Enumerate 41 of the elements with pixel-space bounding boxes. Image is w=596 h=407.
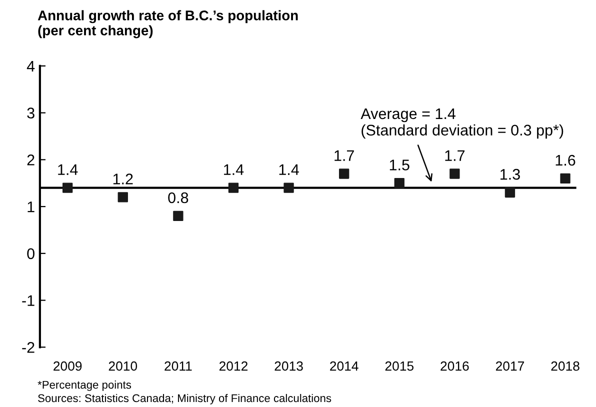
source-note: Sources: Statistics Canada; Ministry of Finance calculations [38, 394, 332, 404]
x-tick-label: 2015 [385, 361, 414, 371]
point [338, 168, 350, 179]
x-tick-label: 2017 [496, 361, 524, 371]
point [228, 182, 239, 193]
x-tick-label: 2013 [274, 361, 303, 371]
data-label: 1.7 [334, 150, 354, 161]
point [62, 182, 73, 193]
data-label: 1.3 [500, 168, 520, 180]
point [504, 187, 516, 198]
point [450, 168, 460, 179]
x-tick-label: 2014 [330, 361, 358, 371]
y-tick-label: 0 [27, 248, 34, 260]
y-tick-label: 1 [28, 202, 34, 212]
data-label: 1.7 [445, 150, 465, 161]
y-tick-label: 3 [27, 108, 34, 118]
y-tick-label: -1 [22, 295, 34, 306]
point [284, 182, 294, 193]
ref-line-label: Average = 1.4 (Standard deviation = 0.3 pp*) [360, 108, 564, 139]
data-label: 1.6 [556, 154, 576, 166]
chart-title: Annual growth rate of B.C.’s population (per cent change) [38, 10, 298, 38]
point [560, 173, 570, 184]
point [173, 210, 184, 222]
y-tick-label: -2 [22, 342, 34, 353]
point [394, 178, 404, 188]
x-tick-label: 2010 [108, 361, 138, 371]
x-tick-label: 2018 [551, 361, 580, 371]
y-tick-label: 4 [26, 60, 35, 72]
data-label: 0.8 [168, 192, 188, 204]
x-tick-label: 2012 [219, 361, 248, 371]
data-label: 1.4 [279, 164, 299, 175]
x-tick-label: 2016 [440, 361, 469, 371]
x-tick-label: 2009 [54, 361, 82, 371]
data-label: 1.2 [113, 174, 133, 184]
data-label: 1.4 [224, 164, 244, 175]
data-label: 1.5 [390, 160, 410, 170]
point [118, 192, 128, 202]
x-tick-label: 2011 [164, 361, 192, 371]
y-tick-label: 2 [27, 154, 34, 166]
data-label: 1.4 [58, 164, 78, 175]
text: *Percentage points [38, 380, 132, 391]
